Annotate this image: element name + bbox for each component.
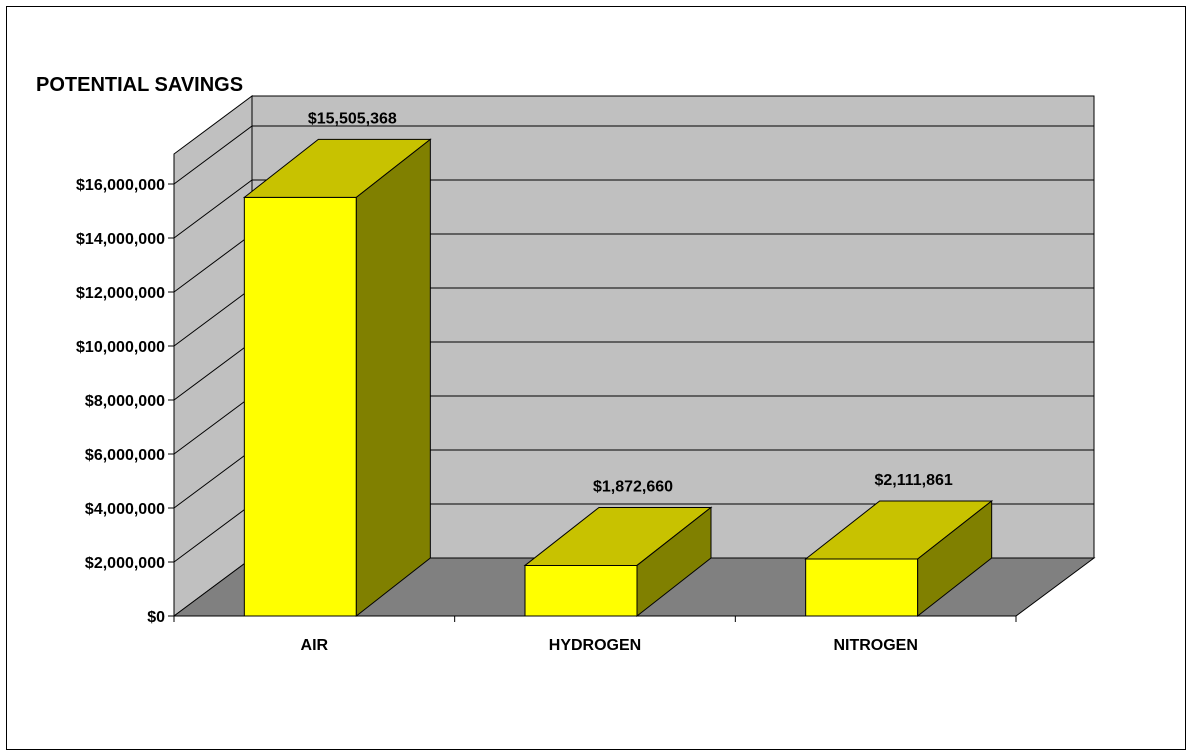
y-tick-label: $8,000,000 — [85, 393, 165, 410]
bar-side-air — [355, 138, 431, 618]
chart-title: POTENTIAL SAVINGS — [36, 74, 244, 96]
category-label-nitrogen: NITROGEN — [833, 637, 917, 654]
bar-side-hydrogen — [636, 506, 712, 618]
bar-side-nitrogen — [917, 499, 993, 618]
y-tick-label: $10,000,000 — [76, 339, 165, 356]
category-label-hydrogen: HYDROGEN — [549, 637, 641, 654]
value-label-hydrogen: $1,872,660 — [593, 478, 673, 495]
bar-front-hydrogen — [524, 564, 638, 617]
gridline — [173, 125, 1094, 185]
y-tick-label: $6,000,000 — [85, 447, 165, 464]
gridline — [173, 179, 1094, 239]
y-tick-label: $12,000,000 — [76, 285, 165, 302]
side-wall — [173, 95, 253, 617]
y-tick-label: $2,000,000 — [85, 555, 165, 572]
value-label-nitrogen: $2,111,861 — [875, 472, 953, 489]
bar-front-nitrogen — [805, 558, 919, 617]
y-tick-label: $0 — [147, 609, 165, 626]
category-label-air: AIR — [301, 637, 329, 654]
bar-front-air — [243, 196, 357, 617]
y-tick-label: $4,000,000 — [85, 501, 165, 518]
value-label-air: $15,505,368 — [308, 110, 397, 127]
y-tick-label: $14,000,000 — [76, 231, 165, 248]
y-tick-label: $16,000,000 — [76, 177, 165, 194]
